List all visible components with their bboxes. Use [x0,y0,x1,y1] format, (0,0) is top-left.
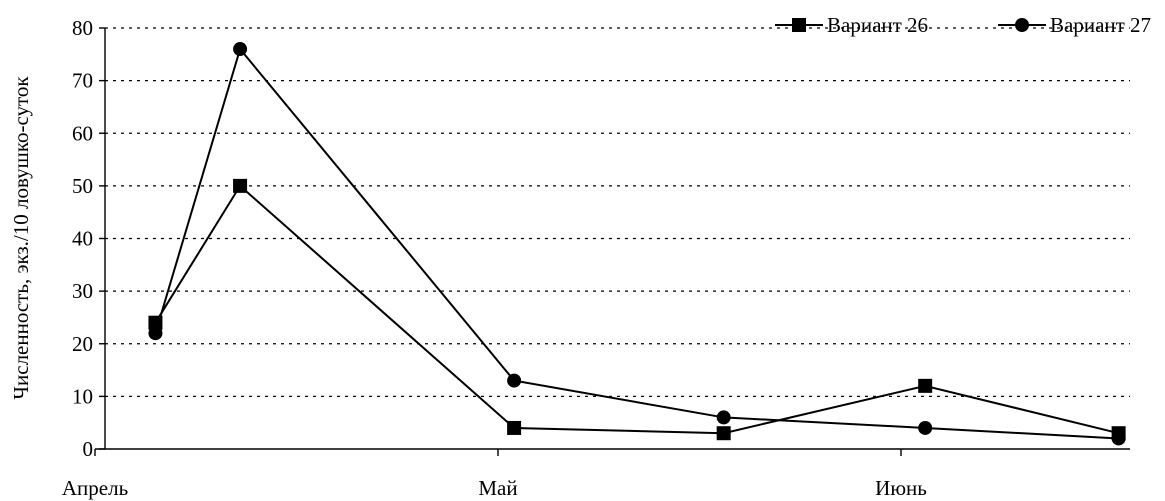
data-point-circle [507,373,522,388]
y-tick-label: 20 [72,332,93,356]
data-point-square [507,420,522,435]
data-point-square [233,178,248,193]
y-tick-label: 50 [72,174,93,198]
y-tick-label: 10 [72,384,93,408]
legend: Вариант 26 Вариант 27 [775,13,1151,37]
legend-marker-circle [1015,18,1029,32]
y-tick-label: 0 [83,437,94,461]
y-tick-label: 70 [72,69,93,93]
legend-label: Вариант 27 [1050,13,1151,37]
data-point-square [716,426,731,441]
x-tick-label: Апрель [62,476,128,500]
legend-label: Вариант 26 [827,13,928,37]
data-point-circle [716,410,731,425]
x-tick-label: Июнь [875,476,927,500]
data-point-circle [918,420,933,435]
x-tick-labels: Апрель Май Июнь [62,449,927,500]
y-axis-title: Численность, экз./10 ловушко-суток [9,76,33,400]
y-tick-label: 30 [72,279,93,303]
series [148,42,1126,446]
data-point-circle [233,42,248,57]
gridlines [105,27,1130,397]
y-tick-label: 80 [72,16,93,40]
data-point-circle [148,326,163,341]
y-tick-label: 60 [72,121,93,145]
data-point-circle [1111,431,1126,446]
data-point-square [918,378,933,393]
series-line-2 [154,46,1119,440]
series-line-1 [154,184,1119,435]
y-tick-labels: 0 10 20 30 40 50 60 70 80 [72,16,105,461]
legend-marker-square [792,18,806,32]
x-tick-label: Май [478,476,517,500]
y-tick-label: 40 [72,227,93,251]
